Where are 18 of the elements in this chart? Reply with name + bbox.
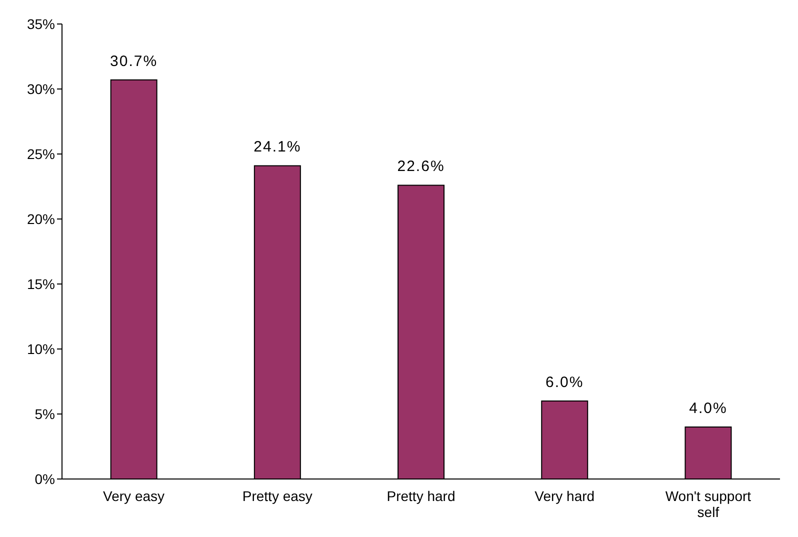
data-label: 24.1% (254, 138, 302, 156)
x-tick-label: Pretty easy (242, 488, 312, 504)
x-tick-label: Won't support self (665, 488, 752, 520)
data-label: 6.0% (546, 374, 584, 391)
y-tick-label: 35% (26, 16, 55, 32)
x-tick-label: Very easy (103, 488, 165, 504)
y-tick-label: 30% (26, 80, 55, 97)
y-tick-label: 5% (34, 406, 55, 422)
data-label: 4.0% (689, 400, 728, 417)
y-tick-label: 10% (26, 340, 55, 357)
data-label: 30.7% (110, 52, 158, 70)
data-label: 22.6% (397, 158, 445, 176)
x-tick-label: Very hard (534, 488, 595, 504)
x-tick-label: Pretty hard (386, 488, 456, 504)
y-tick-label: 25% (26, 146, 55, 162)
y-tick-label: 15% (26, 276, 55, 292)
y-tick-label: 0% (34, 470, 55, 487)
y-tick-label: 20% (26, 210, 55, 227)
